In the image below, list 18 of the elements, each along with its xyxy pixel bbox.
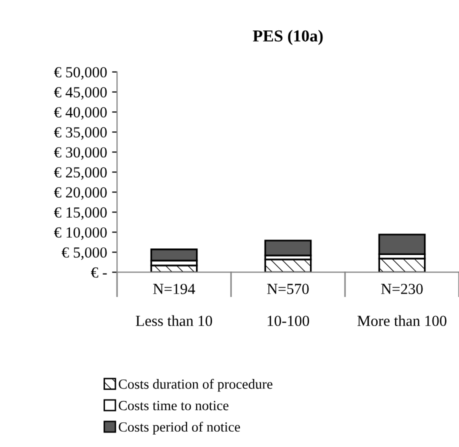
y-tick-label: € 50,000	[54, 67, 107, 80]
legend-label: Costs period of notice	[118, 422, 240, 434]
y-tick-label: € 45,000	[54, 87, 107, 100]
legend-label: Costs time to notice	[118, 400, 228, 410]
y-tick-label: € 25,000	[54, 167, 107, 180]
y-tick-label: € 5,000	[62, 247, 107, 260]
category-label: N=570 10-100	[267, 284, 310, 326]
y-tick-label: € 20,000	[54, 187, 107, 200]
category-label: N=230 More than 100	[357, 284, 446, 326]
y-tick-label: € 40,000	[54, 107, 107, 120]
y-tick-label: € 15,000	[54, 207, 107, 220]
category-label: N=194 Less than 10	[136, 284, 212, 326]
y-tick-label: € 35,000	[54, 127, 107, 140]
chart-title: PES (10a)	[252, 30, 323, 45]
y-tick-label: € -	[91, 267, 107, 278]
y-tick-label: € 10,000	[54, 227, 107, 240]
y-tick-label: € 30,000	[54, 147, 107, 160]
legend-label: Costs duration of procedure	[118, 378, 272, 392]
